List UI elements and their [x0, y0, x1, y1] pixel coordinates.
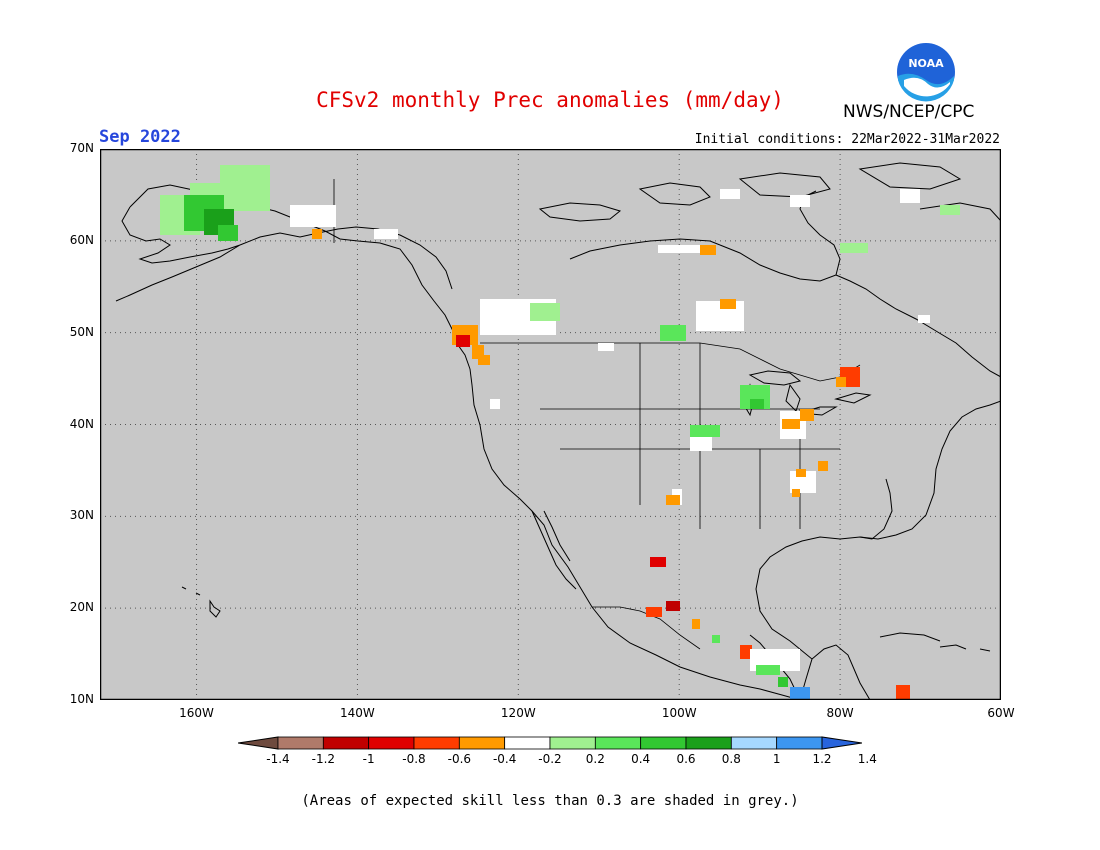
anomaly-cell [658, 245, 702, 253]
anomaly-cell [456, 335, 470, 347]
colorbar-label: -1.4 [266, 752, 290, 766]
anomaly-cell [530, 303, 560, 321]
colorbar-segment [504, 736, 551, 750]
anomaly-cell [692, 619, 700, 629]
anomaly-cell [712, 635, 720, 643]
colorbar-label: 1.2 [812, 752, 832, 766]
initial-conditions: Initial conditions: 22Mar2022-31Mar2022 [694, 132, 1000, 147]
anomaly-cells [160, 165, 960, 700]
forecast-month: Sep 2022 [99, 127, 181, 147]
skill-footnote: (Areas of expected skill less than 0.3 a… [301, 793, 799, 809]
anomaly-cell [836, 377, 846, 387]
lon-tick-label: 140W [340, 706, 375, 720]
anomaly-cell [800, 409, 814, 421]
lon-tick-label: 120W [500, 706, 536, 720]
anomaly-cell [312, 229, 322, 239]
agency-label: NWS/NCEP/CPC [843, 102, 975, 122]
colorbar-label: 1.4 [857, 752, 877, 766]
anomaly-cell [796, 469, 806, 477]
colorbar [237, 733, 863, 753]
anomaly-cell [690, 425, 720, 437]
anomaly-cell [660, 325, 686, 341]
anomaly-cell [374, 229, 398, 239]
lat-tick-label: 20N [69, 600, 94, 615]
colorbar-segment [277, 736, 324, 750]
map-gridlines [100, 149, 1001, 700]
colorbar-segment [413, 736, 460, 750]
lat-tick-label: 50N [69, 324, 94, 339]
lat-tick-label: 10N [69, 692, 94, 706]
colorbar-min-arrow [237, 736, 279, 750]
anomaly-cell [782, 419, 800, 429]
colorbar-segment [368, 736, 415, 750]
colorbar-label: 0.8 [721, 752, 741, 766]
colorbar-label: 1 [772, 752, 781, 766]
colorbar-label: -1 [362, 752, 375, 766]
colorbar-segment [685, 736, 732, 750]
lon-tick-label: 100W [661, 706, 697, 720]
colorbar-segment [640, 736, 687, 750]
lat-tick-label: 60N [69, 232, 94, 247]
chart-title: CFSv2 monthly Prec anomalies (mm/day) [316, 88, 784, 112]
colorbar-label: 0.4 [631, 752, 651, 766]
logo-text: NOAA [908, 57, 944, 70]
precip-anomaly-map [99, 148, 1002, 701]
anomaly-cell [650, 557, 666, 567]
colorbar-segment [549, 736, 596, 750]
colorbar-label: -0.4 [492, 752, 517, 766]
lat-tick-label: 40N [69, 416, 94, 431]
anomaly-cell [840, 243, 868, 253]
anomaly-cell [740, 645, 752, 659]
anomaly-cell [290, 205, 336, 227]
anomaly-cell [818, 461, 828, 471]
anomaly-cell [218, 225, 238, 241]
anomaly-cell [478, 355, 490, 365]
anomaly-cell [666, 601, 680, 611]
colorbar-label: -0.8 [402, 752, 426, 766]
anomaly-cell [900, 189, 920, 203]
anomaly-cell [690, 437, 712, 451]
lat-tick-label: 70N [69, 141, 94, 155]
colorbar-segment [776, 736, 823, 750]
anomaly-cell [918, 315, 930, 323]
anomaly-cell [792, 489, 800, 497]
colorbar-label: -0.2 [538, 752, 562, 766]
anomaly-cell [896, 685, 910, 700]
map-frame [99, 148, 1002, 701]
colorbar-segment [730, 736, 778, 750]
colorbar-label: 0.6 [676, 752, 696, 766]
anomaly-cell [750, 399, 764, 409]
colorbar-label: -0.6 [447, 752, 472, 766]
anomaly-cell [646, 607, 662, 617]
colorbar-segment [594, 736, 642, 750]
anomaly-cell [790, 195, 810, 207]
anomaly-cell [720, 299, 736, 309]
colorbar-label: -1.2 [311, 752, 336, 766]
anomaly-cell [666, 495, 680, 505]
lat-tick-label: 30N [69, 508, 94, 523]
lon-tick-label: 160W [179, 706, 214, 720]
anomaly-cell [720, 189, 740, 199]
lon-tick-label: 80W [826, 706, 854, 720]
anomaly-cell [490, 399, 500, 409]
colorbar-label: 0.2 [585, 752, 605, 766]
colorbar-max-arrow [821, 736, 863, 750]
anomaly-cell [778, 677, 788, 687]
anomaly-cell [598, 343, 614, 351]
anomaly-cell [700, 245, 716, 255]
anomaly-cell [756, 665, 780, 675]
colorbar-segment [458, 736, 506, 750]
anomaly-cell [940, 205, 960, 215]
noaa-logo: NOAA [894, 40, 958, 104]
colorbar-segment [322, 736, 370, 750]
lon-tick-label: 60W [987, 706, 1015, 720]
anomaly-cell [790, 687, 810, 700]
